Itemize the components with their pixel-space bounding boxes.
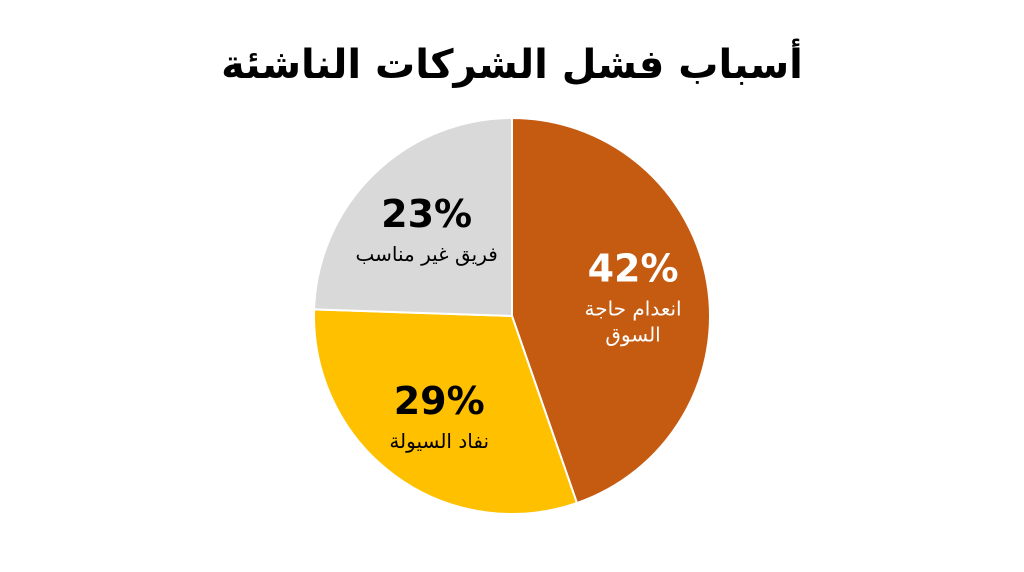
slice-label-group: 23% فريق غير مناسب (355, 192, 497, 266)
pie-slice-wrong-team (313, 116, 513, 318)
pie-slices (313, 116, 711, 515)
slice-label-group: 29% نفاد السيولة (389, 379, 489, 453)
slice-category-label: السوق (605, 323, 660, 347)
chart-title: أسباب فشل الشركات الناشئة (221, 42, 803, 88)
slice-value-label: 29% (394, 379, 485, 423)
slice-category-label: انعدام حاجة (584, 297, 681, 321)
pie-slice-no-market-need (511, 116, 711, 505)
pie-slice-ran-out-of-cash (313, 308, 579, 515)
slice-value-label: 42% (588, 247, 679, 291)
slice-value-label: 23% (381, 192, 472, 236)
slice-category-label: نفاد السيولة (389, 429, 489, 453)
slice-category-label: فريق غير مناسب (355, 242, 497, 266)
